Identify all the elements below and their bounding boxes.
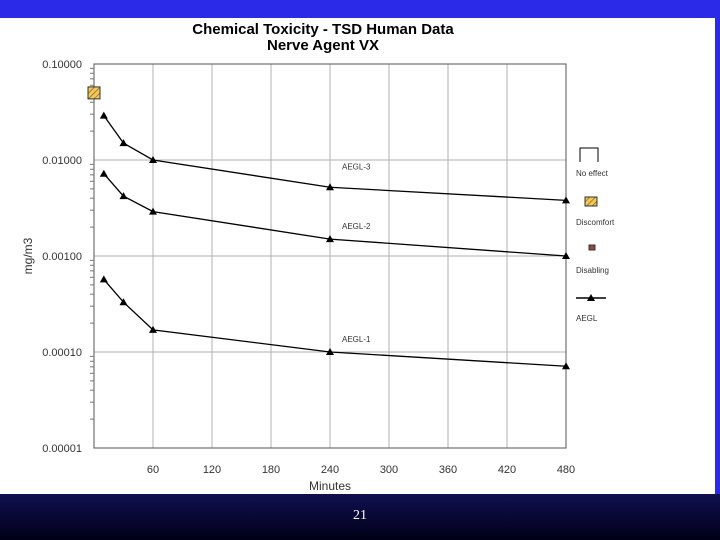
aegl-marker-icon [587,294,595,301]
y-axis-label: mg/m3 [21,237,35,274]
data-point-marker [149,207,157,215]
data-point-marker [326,348,334,355]
data-point-marker [99,275,108,283]
legend-label: AEGL [576,314,598,323]
data-point-marker [562,362,570,370]
legend-label: Disabling [576,266,609,275]
series-label: AEGL-2 [342,222,371,231]
x-tick-label: 120 [203,464,221,476]
disabling-icon [588,244,596,251]
legend: No effect Discomfort Disabling AEGL [576,147,615,323]
x-tick-label: 180 [262,464,280,476]
x-tick-label: 60 [147,464,159,476]
discomfort-marker [87,86,101,100]
y-tick-label: 0.00001 [42,443,82,455]
series-line [103,279,567,367]
data-point-marker [562,196,570,204]
chart-title: Chemical Toxicity - TSD Human Data [192,21,454,38]
slide-right-bar [715,18,720,494]
data-point-marker [119,192,128,200]
data-point-marker [326,235,334,243]
legend-label: No effect [576,169,609,178]
data-point-marker [99,169,108,177]
x-tick-label: 480 [557,464,575,476]
x-tick-label: 360 [439,464,457,476]
x-tick-label: 420 [498,464,516,476]
x-tick-label: 240 [321,464,339,476]
series-label: AEGL-1 [342,335,371,344]
series-label: AEGL-3 [342,162,371,171]
chart-subtitle: Nerve Agent VX [267,37,379,54]
data-point-marker [326,183,334,191]
data-point-marker [119,298,128,306]
data-point-marker [149,156,157,163]
grid [93,63,567,449]
data-point-marker [99,111,108,119]
data-point-marker [562,252,570,259]
legend-label: Discomfort [576,218,615,227]
data-point-marker [149,325,157,333]
x-axis-ticks: 60 120 180 240 300 360 420 480 [147,464,575,476]
chart: Chemical Toxicity - TSD Human Data Nerve… [21,21,615,493]
page-number: 21 [353,508,367,523]
series-line [103,173,567,257]
discomfort-icon [584,196,598,207]
series-line [103,115,567,201]
slide-footer [0,494,720,540]
y-tick-label: 0.01000 [42,155,82,167]
y-axis-ticks: 0.10000 0.01000 0.00100 0.00010 0.00001 [42,59,94,455]
y-tick-label: 0.00010 [42,347,82,359]
x-axis-label: Minutes [309,479,351,493]
no-effect-icon [579,147,599,162]
y-tick-label: 0.00100 [42,251,82,263]
y-tick-label: 0.10000 [42,59,82,71]
slide-top-bar [0,0,720,18]
x-tick-label: 300 [380,464,398,476]
series: AEGL-3 AEGL-2 AEGL-1 [87,86,570,370]
data-point-marker [119,139,128,147]
